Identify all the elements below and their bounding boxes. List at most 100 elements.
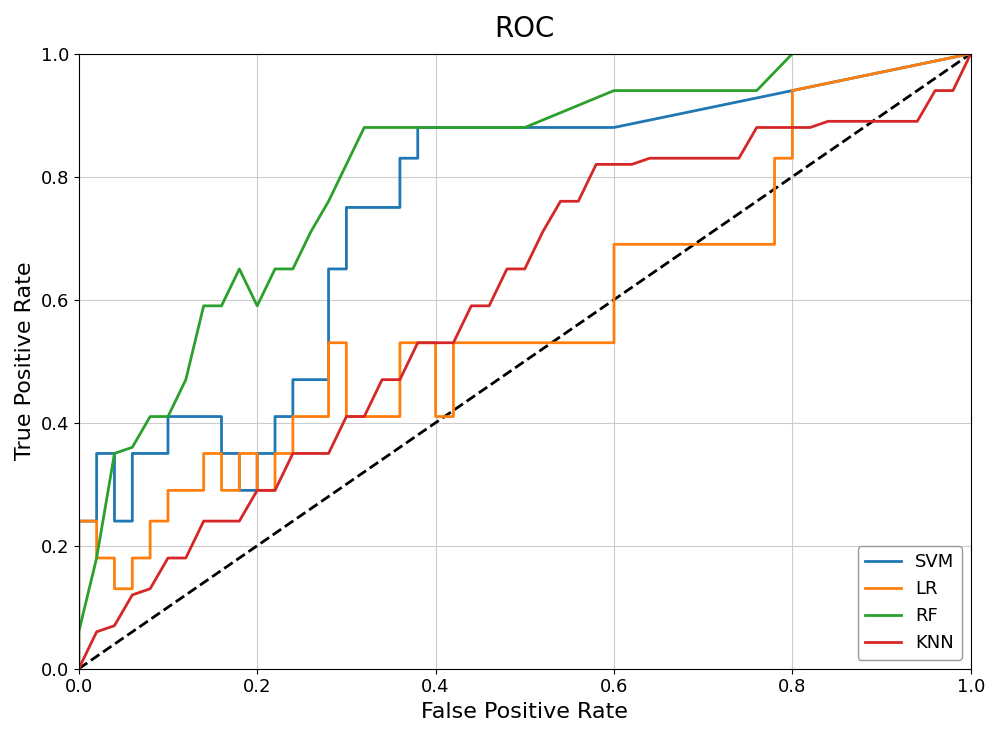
LR bbox=[73, 664, 85, 673]
RF bbox=[465, 123, 477, 132]
LR bbox=[126, 553, 138, 562]
RF bbox=[608, 86, 620, 95]
Legend: SVM, LR, RF, KNN: SVM, LR, RF, KNN bbox=[858, 546, 962, 660]
KNN bbox=[947, 86, 959, 95]
Line: KNN: KNN bbox=[79, 54, 971, 668]
LR bbox=[608, 338, 620, 347]
SVM bbox=[287, 375, 299, 384]
LR bbox=[251, 449, 263, 458]
RF bbox=[340, 160, 352, 169]
SVM bbox=[465, 123, 477, 132]
SVM bbox=[287, 412, 299, 421]
RF bbox=[644, 86, 656, 95]
LR bbox=[91, 553, 103, 562]
SVM bbox=[233, 449, 245, 458]
SVM bbox=[430, 123, 442, 132]
LR bbox=[769, 240, 781, 249]
RF bbox=[269, 265, 281, 273]
SVM bbox=[162, 412, 174, 421]
RF bbox=[323, 197, 335, 206]
LR bbox=[447, 412, 459, 421]
KNN bbox=[662, 154, 674, 163]
LR bbox=[251, 486, 263, 495]
SVM bbox=[519, 123, 531, 132]
KNN bbox=[358, 412, 370, 421]
SVM bbox=[126, 517, 138, 525]
RF bbox=[216, 301, 228, 310]
SVM bbox=[91, 449, 103, 458]
LR bbox=[144, 517, 156, 525]
SVM bbox=[269, 449, 281, 458]
RF bbox=[751, 86, 763, 95]
Line: SVM: SVM bbox=[79, 54, 971, 668]
LR bbox=[447, 338, 459, 347]
SVM bbox=[73, 664, 85, 673]
RF bbox=[73, 627, 85, 636]
SVM bbox=[323, 375, 335, 384]
RF bbox=[126, 443, 138, 452]
SVM bbox=[269, 412, 281, 421]
RF bbox=[91, 553, 103, 562]
LR bbox=[162, 517, 174, 525]
SVM bbox=[108, 449, 120, 458]
LR bbox=[965, 49, 977, 58]
SVM bbox=[465, 123, 477, 132]
RF bbox=[358, 123, 370, 132]
Y-axis label: True Positive Rate: True Positive Rate bbox=[15, 262, 35, 461]
LR bbox=[786, 154, 798, 163]
LR bbox=[769, 154, 781, 163]
SVM bbox=[608, 123, 620, 132]
X-axis label: False Positive Rate: False Positive Rate bbox=[421, 702, 628, 722]
LR bbox=[91, 517, 103, 525]
SVM bbox=[590, 123, 602, 132]
LR bbox=[216, 449, 228, 458]
SVM bbox=[216, 412, 228, 421]
LR bbox=[608, 240, 620, 249]
LR bbox=[198, 486, 210, 495]
RF bbox=[73, 664, 85, 673]
LR bbox=[162, 486, 174, 495]
SVM bbox=[965, 49, 977, 58]
SVM bbox=[412, 154, 424, 163]
SVM bbox=[162, 449, 174, 458]
SVM bbox=[91, 517, 103, 525]
RF bbox=[108, 449, 120, 458]
LR bbox=[144, 553, 156, 562]
RF bbox=[697, 86, 709, 95]
SVM bbox=[233, 486, 245, 495]
RF bbox=[144, 412, 156, 421]
LR bbox=[430, 338, 442, 347]
LR bbox=[394, 338, 406, 347]
RF bbox=[180, 375, 192, 384]
SVM bbox=[340, 203, 352, 212]
RF bbox=[287, 265, 299, 273]
SVM bbox=[394, 154, 406, 163]
SVM bbox=[412, 123, 424, 132]
SVM bbox=[590, 123, 602, 132]
RF bbox=[162, 412, 174, 421]
RF bbox=[786, 49, 798, 58]
RF bbox=[965, 49, 977, 58]
LR bbox=[216, 486, 228, 495]
LR bbox=[269, 486, 281, 495]
Line: LR: LR bbox=[79, 54, 971, 668]
Title: ROC: ROC bbox=[495, 15, 555, 43]
SVM bbox=[108, 517, 120, 525]
KNN bbox=[340, 412, 352, 421]
LR bbox=[126, 584, 138, 593]
LR bbox=[430, 412, 442, 421]
SVM bbox=[216, 449, 228, 458]
LR bbox=[394, 412, 406, 421]
LR bbox=[108, 553, 120, 562]
LR bbox=[323, 412, 335, 421]
SVM bbox=[251, 486, 263, 495]
RF bbox=[430, 123, 442, 132]
RF bbox=[519, 123, 531, 132]
LR bbox=[233, 486, 245, 495]
KNN bbox=[715, 154, 727, 163]
RF bbox=[233, 265, 245, 273]
SVM bbox=[73, 517, 85, 525]
LR bbox=[233, 449, 245, 458]
SVM bbox=[340, 265, 352, 273]
KNN bbox=[73, 664, 85, 673]
